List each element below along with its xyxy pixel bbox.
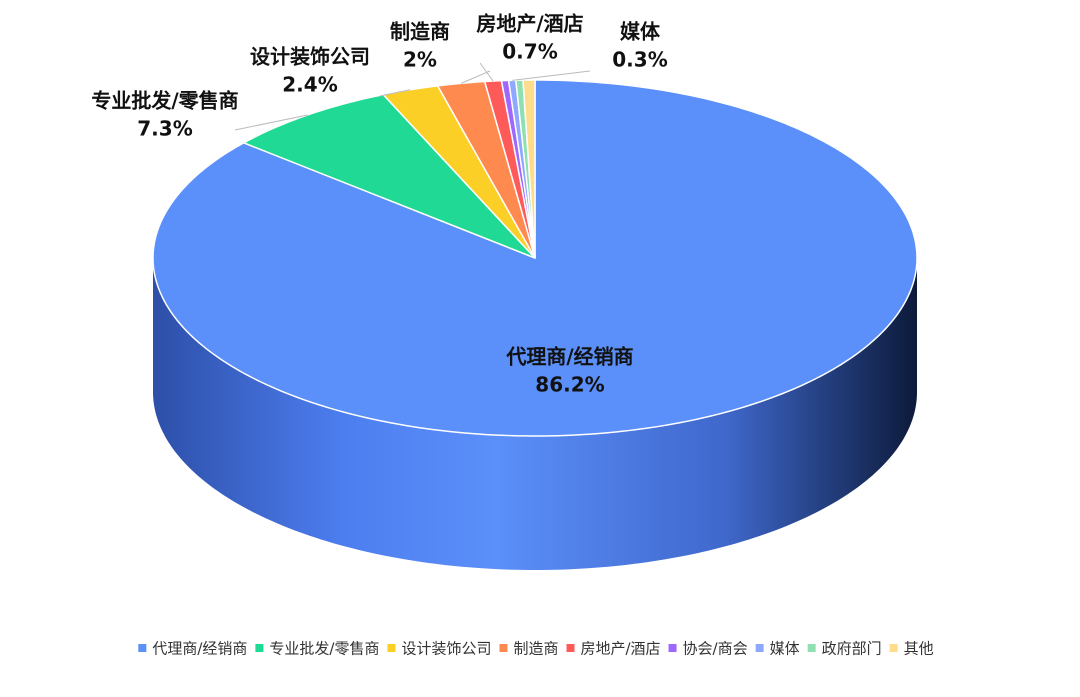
legend-label: 媒体: [770, 640, 800, 658]
legend-label: 政府部门: [822, 640, 882, 658]
data-label: 7.3%: [137, 117, 192, 141]
leader-line: [460, 70, 491, 84]
leader-line: [512, 70, 591, 81]
leader-line: [479, 62, 494, 82]
slice: [522, 79, 536, 259]
legend-label: 制造商: [513, 640, 558, 658]
slice-side: [153, 258, 917, 570]
data-label: 0.7%: [502, 40, 557, 64]
data-label-name: 媒体: [620, 20, 661, 44]
legend-label: 其他: [904, 640, 934, 658]
legend-label: 设计装饰公司: [401, 640, 491, 658]
legend-swatch: [889, 644, 898, 652]
data-label: 2.4%: [282, 73, 337, 97]
data-label: 86.2%: [535, 373, 604, 397]
slice: [436, 80, 536, 259]
data-label: 0.3%: [612, 48, 667, 72]
legend-swatch: [255, 644, 264, 652]
data-label-name: 设计装饰公司: [250, 45, 370, 69]
legend-swatch: [566, 644, 575, 652]
legend-swatch: [138, 644, 147, 652]
legend-swatch: [387, 644, 396, 652]
slice: [381, 85, 536, 259]
legend-swatch: [668, 644, 677, 652]
data-label-name: 专业批发/零售商: [91, 89, 238, 113]
legend-swatch: [755, 644, 764, 652]
legend-label: 专业批发/零售商: [269, 640, 379, 658]
leader-line: [234, 114, 308, 131]
data-label-name: 制造商: [390, 20, 450, 44]
slice: [241, 93, 536, 259]
legend-label: 房地产/酒店: [580, 640, 660, 658]
data-label-name: 房地产/酒店: [476, 12, 583, 36]
data-label-name: 代理商/经销商: [505, 345, 633, 369]
legend-swatch: [499, 644, 508, 652]
legend-label: 代理商/经销商: [152, 640, 247, 658]
legend-swatch: [807, 644, 816, 652]
leader-line: [379, 89, 411, 97]
data-label: 2%: [403, 48, 437, 72]
legend-label: 协会/商会: [683, 640, 748, 658]
